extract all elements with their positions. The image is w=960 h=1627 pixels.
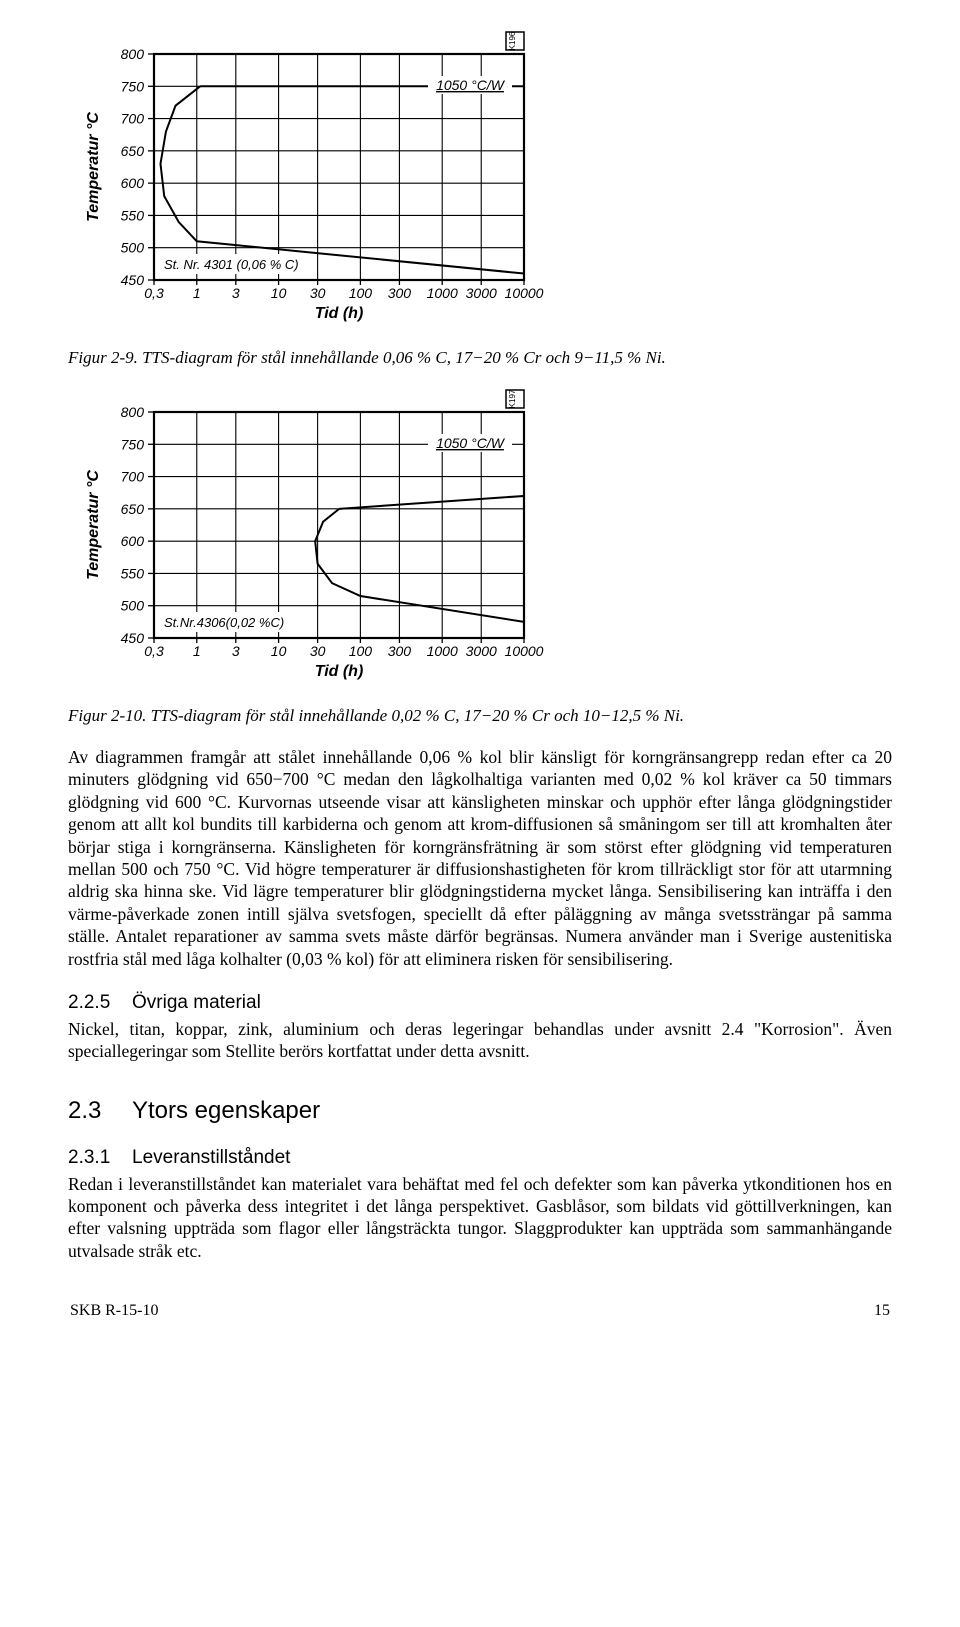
svg-text:700: 700 xyxy=(121,469,145,485)
svg-text:K197: K197 xyxy=(508,389,517,408)
svg-text:1000: 1000 xyxy=(427,285,458,301)
figure-caption-2: Figur 2-10. TTS-diagram för stål innehål… xyxy=(68,706,892,726)
svg-text:550: 550 xyxy=(121,207,145,223)
svg-text:Temperatur °C: Temperatur °C xyxy=(85,112,102,222)
svg-text:600: 600 xyxy=(121,533,145,549)
svg-text:3: 3 xyxy=(232,643,240,659)
svg-text:1000: 1000 xyxy=(427,643,458,659)
svg-text:10: 10 xyxy=(271,643,287,659)
svg-text:10000: 10000 xyxy=(505,285,544,301)
paragraph-sensitization: Av diagrammen framgår att stålet innehål… xyxy=(68,746,892,970)
heading-2-3: 2.3Ytors egenskaper xyxy=(68,1097,892,1125)
footer-doc-id: SKB R-15-10 xyxy=(70,1302,158,1320)
svg-text:St.Nr.4306(0,02 %C): St.Nr.4306(0,02 %C) xyxy=(164,615,284,630)
svg-text:0,3: 0,3 xyxy=(144,643,164,659)
svg-text:10000: 10000 xyxy=(505,643,544,659)
svg-text:100: 100 xyxy=(349,285,373,301)
footer-page-number: 15 xyxy=(874,1302,890,1320)
heading-2-3-1: 2.3.1Leveranstillståndet xyxy=(68,1147,892,1169)
page-footer: SKB R-15-10 15 xyxy=(68,1302,892,1320)
svg-text:450: 450 xyxy=(121,272,145,288)
tts-chart-2: 450 500 550 600 650 700 750 800 0,3 1 3 10 30 100 300 1… xyxy=(68,388,892,688)
heading-title: Leveranstillståndet xyxy=(132,1147,290,1168)
svg-text:600: 600 xyxy=(121,175,145,191)
paragraph-delivery-state: Redan i leveranstillståndet kan material… xyxy=(68,1173,892,1263)
tts-chart-2-svg: 450 500 550 600 650 700 750 800 0,3 1 3 10 30 100 300 1… xyxy=(68,388,548,688)
svg-text:10: 10 xyxy=(271,285,287,301)
svg-text:550: 550 xyxy=(121,565,145,581)
svg-text:0,3: 0,3 xyxy=(144,285,164,301)
svg-text:30: 30 xyxy=(310,643,326,659)
caption-text: Figur 2-9. TTS-diagram för stål innehåll… xyxy=(68,348,666,367)
heading-number: 2.3 xyxy=(68,1097,132,1125)
heading-title: Ytors egenskaper xyxy=(132,1097,320,1124)
paragraph-other-materials: Nickel, titan, koppar, zink, aluminium o… xyxy=(68,1018,892,1063)
svg-text:St. Nr. 4301 (0,06 % C): St. Nr. 4301 (0,06 % C) xyxy=(164,257,299,272)
heading-title: Övriga material xyxy=(132,992,261,1013)
svg-text:1: 1 xyxy=(193,643,201,659)
svg-text:800: 800 xyxy=(121,404,145,420)
svg-text:750: 750 xyxy=(121,78,145,94)
heading-number: 2.3.1 xyxy=(68,1147,132,1169)
svg-text:500: 500 xyxy=(121,598,145,614)
tts-chart-1-svg: 450 500 550 600 650 700 750 800 0,3 1 3 10 30 100 300 1… xyxy=(68,30,548,330)
svg-text:650: 650 xyxy=(121,143,145,159)
svg-text:1050 °C/W: 1050 °C/W xyxy=(436,77,506,93)
heading-2-2-5: 2.2.5Övriga material xyxy=(68,992,892,1014)
svg-text:30: 30 xyxy=(310,285,326,301)
svg-text:300: 300 xyxy=(388,643,412,659)
svg-text:3: 3 xyxy=(232,285,240,301)
svg-text:1050 °C/W: 1050 °C/W xyxy=(436,435,506,451)
svg-text:3000: 3000 xyxy=(466,643,497,659)
svg-text:450: 450 xyxy=(121,630,145,646)
svg-text:800: 800 xyxy=(121,46,145,62)
svg-text:1: 1 xyxy=(193,285,201,301)
svg-text:Tid (h): Tid (h) xyxy=(315,663,364,680)
caption-text: Figur 2-10. TTS-diagram för stål innehål… xyxy=(68,706,684,725)
svg-text:Tid (h): Tid (h) xyxy=(315,305,364,322)
svg-text:700: 700 xyxy=(121,111,145,127)
heading-number: 2.2.5 xyxy=(68,992,132,1014)
svg-text:100: 100 xyxy=(349,643,373,659)
tts-chart-1: 450 500 550 600 650 700 750 800 0,3 1 3 10 30 100 300 1… xyxy=(68,30,892,330)
svg-text:650: 650 xyxy=(121,501,145,517)
svg-text:750: 750 xyxy=(121,436,145,452)
figure-caption-1: Figur 2-9. TTS-diagram för stål innehåll… xyxy=(68,348,892,368)
svg-text:300: 300 xyxy=(388,285,412,301)
svg-text:K196: K196 xyxy=(508,31,517,50)
svg-text:3000: 3000 xyxy=(466,285,497,301)
svg-text:Temperatur °C: Temperatur °C xyxy=(85,470,102,580)
svg-text:500: 500 xyxy=(121,240,145,256)
